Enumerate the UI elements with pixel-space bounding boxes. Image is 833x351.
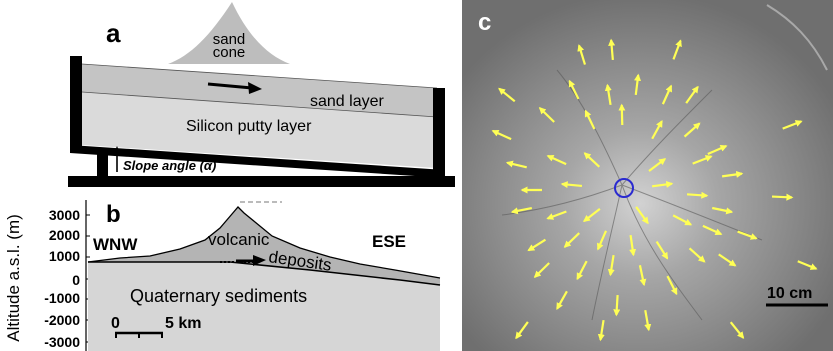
displacement-arrow: [608, 38, 616, 61]
displacement-arrow: [607, 254, 615, 277]
displacement-arrow: [771, 193, 794, 201]
east-label: ESE: [372, 232, 406, 251]
displacement-arrow: [560, 181, 583, 189]
displacement-arrow: [556, 290, 568, 310]
experiment-photo: c 10 cm: [462, 0, 833, 351]
displacement-arrow: [685, 85, 699, 104]
ytick-1000: 1000: [49, 248, 80, 264]
box-right-wall: [433, 88, 445, 176]
displacement-arrow: [634, 73, 642, 96]
displacement-arrow: [510, 206, 533, 215]
sediments-label: Quaternary sediments: [130, 286, 307, 306]
displacement-arrow: [538, 107, 555, 123]
displacement-arrow: [635, 206, 649, 225]
displacement-arrow: [672, 214, 693, 226]
displacement-arrow: [583, 207, 601, 223]
displacement-arrow: [613, 294, 621, 317]
west-label: WNW: [93, 235, 138, 254]
panel-b-letter: b: [106, 201, 121, 228]
ytick-minus-1000: -1000: [44, 290, 80, 306]
displacement-arrow: [577, 44, 587, 65]
displacement-arrow: [618, 103, 626, 126]
sand-cone-label-2: cone: [213, 44, 246, 61]
displacement-arrow: [718, 253, 737, 267]
displacement-arrow: [604, 83, 612, 106]
displacement-vectors: [491, 38, 818, 342]
ytick-minus-2000: -2000: [44, 312, 80, 328]
displacement-arrow: [721, 170, 744, 178]
displacement-arrow: [711, 206, 734, 215]
box-bottom: [70, 145, 445, 178]
ytick-minus-3000: -3000: [44, 334, 80, 350]
displacement-arrow: [563, 232, 580, 248]
displacement-arrow: [583, 152, 601, 168]
displacement-arrow: [638, 264, 647, 287]
photo-scale-label: 10 cm: [767, 285, 812, 302]
displacement-arrow: [491, 129, 512, 141]
displacement-arrow: [546, 210, 567, 220]
displacement-arrow: [686, 191, 709, 199]
displacement-arrow: [729, 321, 745, 339]
displacement-arrow: [498, 87, 516, 103]
sand-cone-label: sand: [213, 31, 246, 48]
ytick-3000: 3000: [49, 207, 80, 223]
displacement-arrow: [797, 260, 818, 270]
displacement-arrow: [651, 180, 674, 188]
displacement-arrow: [644, 309, 652, 332]
ytick-0: 0: [72, 272, 80, 288]
displacement-arrow: [702, 224, 723, 236]
displacement-arrow: [692, 155, 713, 165]
displacement-arrow: [505, 160, 527, 169]
displacement-arrow: [666, 275, 678, 296]
displacement-arrow: [629, 234, 637, 257]
support-leg: [97, 148, 108, 178]
panel-c-letter: c: [478, 9, 491, 36]
displacement-arrow: [688, 247, 706, 263]
panel-a-letter: a: [106, 18, 121, 48]
displacement-arrow: [737, 230, 758, 240]
vent-marker: [614, 178, 634, 198]
quaternary-sediments: [88, 262, 440, 351]
displacement-arrow: [672, 39, 682, 60]
displacement-arrow: [651, 120, 663, 140]
displacement-arrow: [707, 145, 728, 155]
scale-end: 5 km: [165, 315, 201, 332]
base-plate: [68, 176, 455, 187]
sand-layer: [82, 64, 437, 117]
scale-start: 0: [111, 315, 120, 332]
displacement-arrow: [648, 158, 667, 172]
displacement-arrow: [527, 238, 547, 252]
displacement-arrow: [568, 79, 580, 100]
displacement-arrow: [546, 154, 567, 166]
slope-angle-label: Slope angle (α): [123, 158, 216, 173]
displacement-arrow: [576, 260, 588, 281]
sand-layer-label: sand layer: [310, 93, 384, 110]
displacement-arrow: [515, 321, 529, 340]
putty-layer-label: Silicon putty layer: [186, 118, 312, 135]
displacement-arrow: [533, 262, 550, 278]
y-axis-label: Altitude a.s.l. (m): [4, 214, 23, 342]
displacement-arrow: [584, 109, 596, 130]
displacement-arrow: [782, 120, 803, 130]
volcanic-label: volcanic: [208, 230, 270, 249]
displacement-arrow: [661, 84, 673, 105]
ytick-2000: 2000: [49, 227, 80, 243]
volcanic-deposits: [88, 207, 440, 285]
sand-cone: [168, 2, 290, 64]
schematic-panels: a sand cone sand layer Silicon putty lay…: [4, 2, 455, 351]
displacement-arrow: [683, 122, 701, 138]
displacement-arrow: [655, 240, 669, 260]
displacement-arrow: [597, 319, 605, 342]
box-left-wall: [70, 56, 82, 152]
displacement-arrow: [596, 230, 608, 251]
